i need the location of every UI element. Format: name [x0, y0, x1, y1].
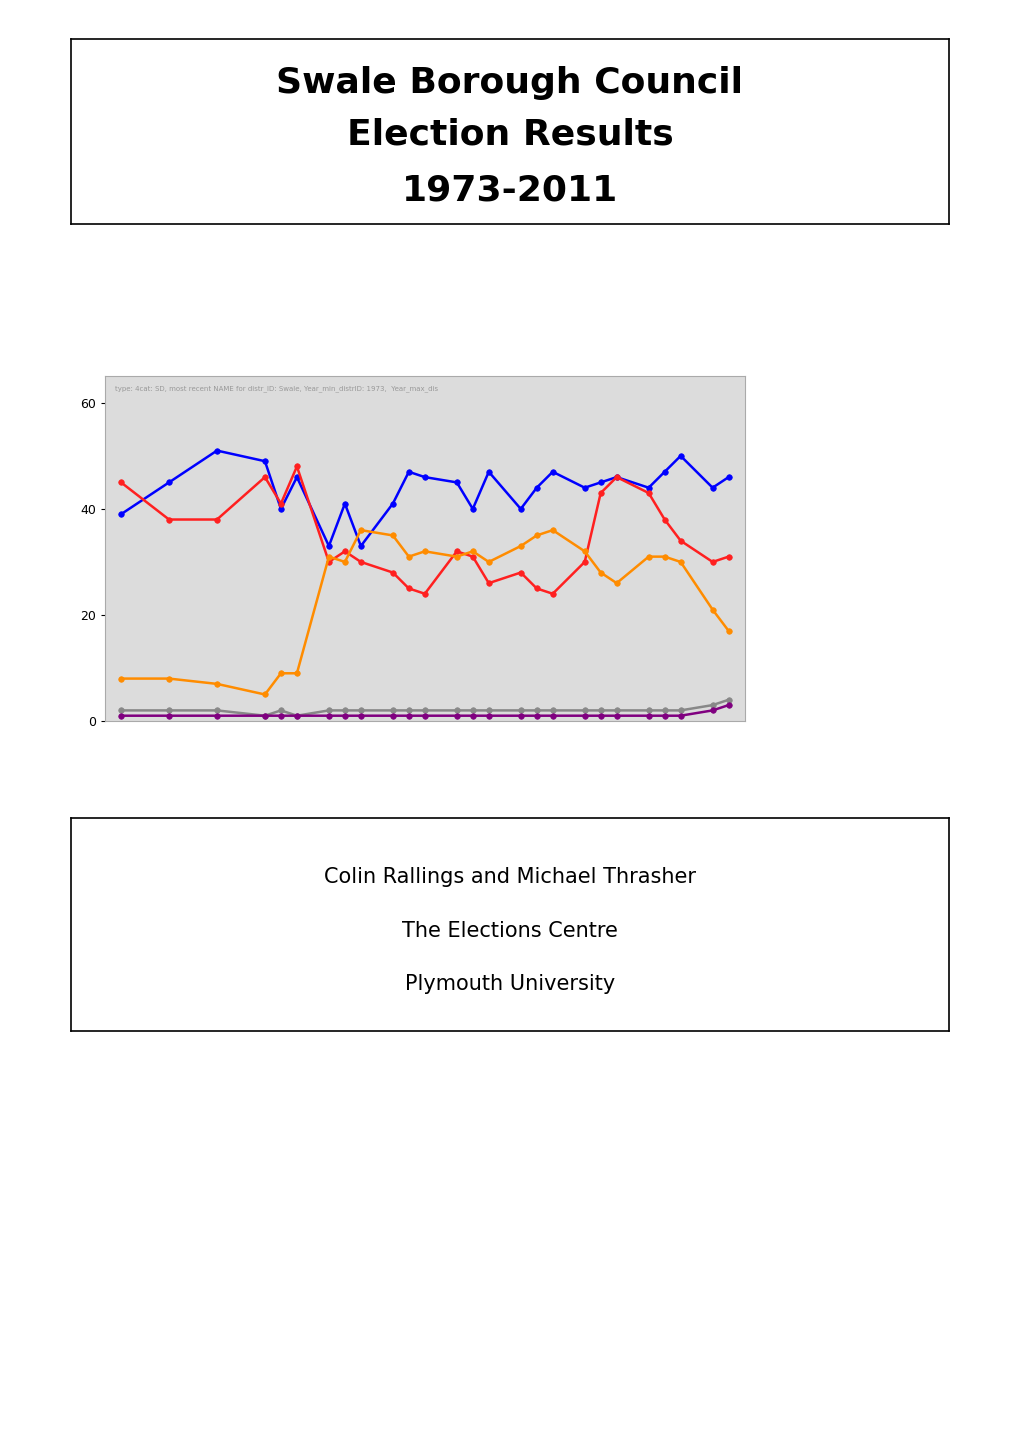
Text: The Elections Centre: The Elections Centre — [401, 921, 618, 940]
Text: Plymouth University: Plymouth University — [405, 975, 614, 994]
Text: Colin Rallings and Michael Thrasher: Colin Rallings and Michael Thrasher — [324, 868, 695, 887]
Text: type: 4cat: SD, most recent NAME for distr_ID: Swale, Year_min_distrID: 1973,  Y: type: 4cat: SD, most recent NAME for dis… — [114, 385, 437, 392]
Text: Election Results: Election Results — [346, 118, 673, 151]
Text: Swale Borough Council: Swale Borough Council — [276, 66, 743, 101]
Text: 1973-2011: 1973-2011 — [401, 173, 618, 208]
